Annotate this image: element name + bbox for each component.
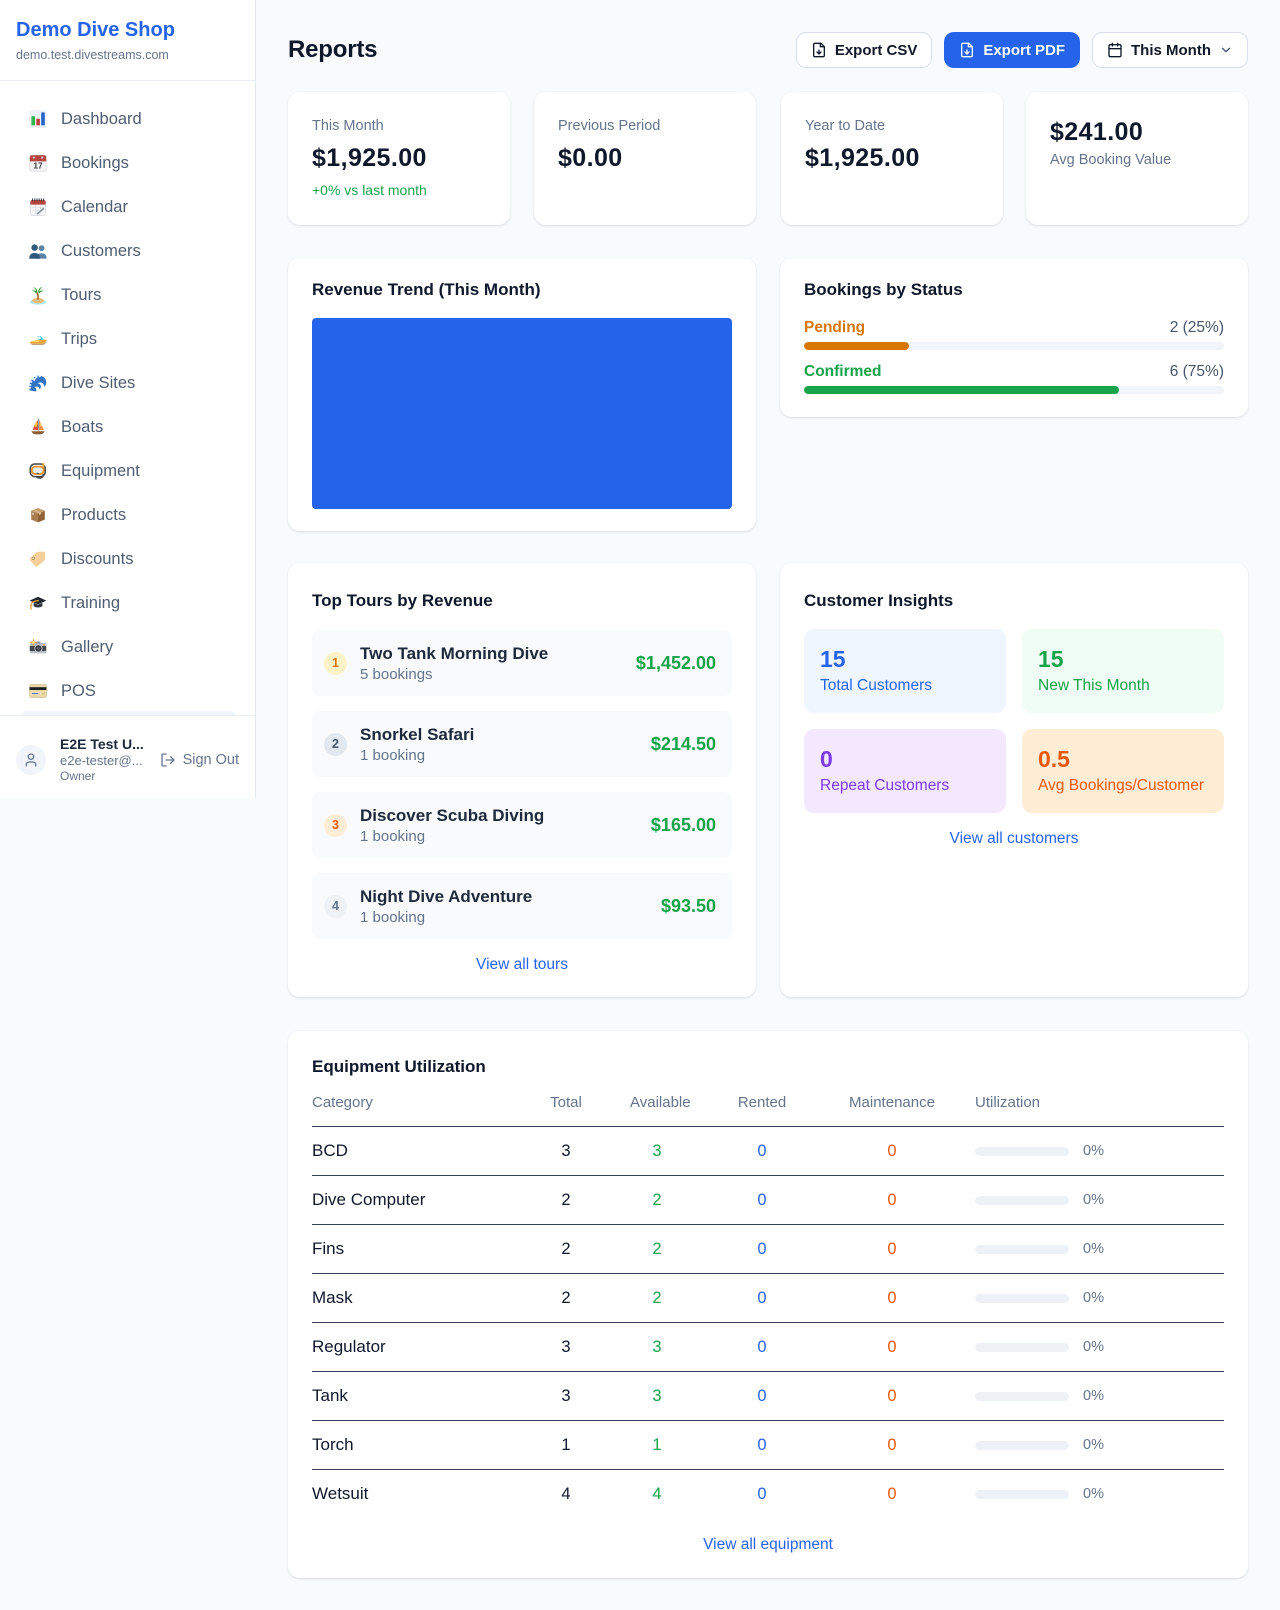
svg-text:17: 17 — [33, 161, 43, 171]
